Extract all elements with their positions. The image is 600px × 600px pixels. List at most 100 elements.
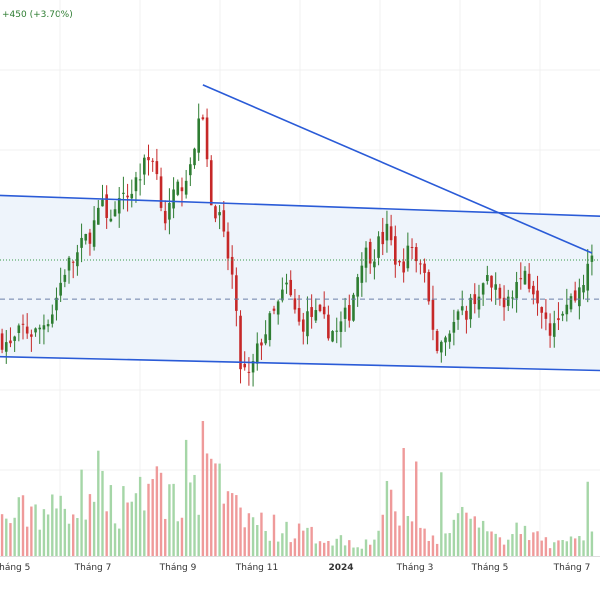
volume-bar-87 bbox=[364, 539, 368, 556]
volume-bar-109 bbox=[456, 513, 460, 556]
candle-body-87 bbox=[364, 247, 368, 268]
candle-body-27 bbox=[113, 209, 117, 217]
channel-lower-line bbox=[0, 355, 600, 372]
candle-body-108 bbox=[452, 321, 456, 333]
candle-body-66 bbox=[276, 301, 280, 315]
volume-bar-96 bbox=[402, 448, 405, 556]
candle-body-127 bbox=[532, 285, 535, 295]
candle-body-137 bbox=[573, 290, 577, 301]
volume-bar-133 bbox=[557, 540, 560, 556]
candles bbox=[0, 103, 594, 387]
volume-bar-42 bbox=[176, 521, 179, 556]
candle-body-38 bbox=[159, 176, 163, 208]
candle-body-132 bbox=[552, 323, 556, 337]
candle-body-45 bbox=[189, 164, 192, 176]
candle-body-78 bbox=[327, 314, 330, 339]
candle-body-82 bbox=[343, 307, 347, 319]
volume-bar-78 bbox=[327, 540, 330, 556]
candle-body-37 bbox=[155, 161, 159, 175]
volume-bar-60 bbox=[251, 517, 255, 556]
volume-bar-7 bbox=[30, 506, 33, 556]
candle-body-17 bbox=[71, 261, 75, 263]
volume-bar-82 bbox=[343, 545, 347, 556]
descending-trendline bbox=[202, 84, 593, 254]
volume-bar-123 bbox=[515, 522, 518, 556]
volume-bar-16 bbox=[67, 523, 71, 556]
volume-bar-51 bbox=[214, 463, 217, 556]
candle-body-124 bbox=[519, 278, 523, 280]
volume-bar-56 bbox=[235, 495, 238, 556]
candle-body-98 bbox=[410, 246, 414, 248]
volume-bar-64 bbox=[268, 540, 272, 556]
volume-bar-68 bbox=[285, 521, 288, 556]
volume-bar-108 bbox=[452, 519, 456, 556]
candle-body-123 bbox=[515, 281, 518, 299]
volume-bar-130 bbox=[544, 537, 548, 556]
candle-body-135 bbox=[565, 304, 569, 315]
volume-bar-61 bbox=[256, 525, 259, 556]
candle-body-70 bbox=[293, 298, 297, 310]
volume-bar-140 bbox=[586, 481, 589, 556]
volume-bars bbox=[0, 421, 594, 556]
volume-bar-9 bbox=[38, 529, 41, 556]
price-channel bbox=[0, 195, 600, 371]
volume-bar-73 bbox=[306, 527, 309, 556]
volume-bar-29 bbox=[122, 486, 125, 556]
candle-body-0 bbox=[0, 333, 4, 350]
volume-bar-43 bbox=[180, 517, 184, 556]
volume-bar-104 bbox=[435, 543, 439, 556]
candle-body-55 bbox=[230, 256, 234, 275]
candle-body-93 bbox=[389, 226, 393, 241]
x-tick-label-4: 2024 bbox=[328, 563, 353, 573]
candle-body-128 bbox=[536, 290, 539, 304]
volume-bar-106 bbox=[444, 533, 447, 556]
volume-bar-11 bbox=[46, 514, 50, 556]
candle-body-94 bbox=[394, 236, 397, 265]
volume-bar-89 bbox=[373, 539, 376, 556]
volume-bar-13 bbox=[55, 508, 58, 556]
volume-bar-59 bbox=[247, 513, 251, 556]
volume-bar-112 bbox=[469, 518, 472, 556]
volume-bar-79 bbox=[331, 545, 334, 556]
candle-body-64 bbox=[268, 313, 272, 341]
volume-bar-55 bbox=[230, 493, 234, 556]
candle-body-4 bbox=[17, 325, 21, 334]
candle-body-136 bbox=[569, 296, 573, 310]
volume-bar-31 bbox=[130, 501, 133, 556]
volume-bar-80 bbox=[335, 538, 338, 556]
candle-body-117 bbox=[490, 275, 493, 288]
candle-body-16 bbox=[67, 257, 71, 271]
volume-bar-83 bbox=[348, 540, 351, 556]
volume-bar-40 bbox=[168, 484, 171, 556]
volume-bar-135 bbox=[565, 541, 569, 556]
candle-body-77 bbox=[322, 306, 326, 315]
candle-body-53 bbox=[222, 210, 226, 232]
candle-body-115 bbox=[481, 283, 485, 295]
volume-bar-14 bbox=[59, 495, 62, 556]
candle-body-44 bbox=[184, 180, 188, 195]
volume-bar-53 bbox=[222, 503, 225, 556]
volume-bar-36 bbox=[151, 479, 154, 556]
candle-body-95 bbox=[398, 260, 401, 263]
volume-bar-17 bbox=[72, 514, 75, 556]
volume-bar-52 bbox=[218, 463, 221, 556]
volume-bar-12 bbox=[51, 494, 54, 556]
candle-body-51 bbox=[214, 206, 217, 219]
volume-bar-141 bbox=[590, 531, 594, 556]
volume-bar-69 bbox=[289, 542, 292, 556]
candle-body-83 bbox=[347, 305, 351, 321]
volume-bar-114 bbox=[477, 527, 481, 556]
volume-bar-98 bbox=[410, 521, 414, 556]
volume-bar-35 bbox=[147, 483, 150, 556]
volume-bar-101 bbox=[423, 528, 426, 556]
candle-body-49 bbox=[205, 117, 209, 160]
candle-body-2 bbox=[9, 340, 12, 344]
volume-bar-76 bbox=[318, 541, 322, 556]
candle-body-133 bbox=[557, 318, 560, 321]
candle-body-138 bbox=[578, 287, 581, 307]
candle-body-54 bbox=[226, 231, 230, 259]
candle-body-104 bbox=[435, 330, 439, 351]
x-tick-label-7: Tháng 7 bbox=[553, 563, 591, 573]
volume-bar-8 bbox=[34, 504, 37, 556]
